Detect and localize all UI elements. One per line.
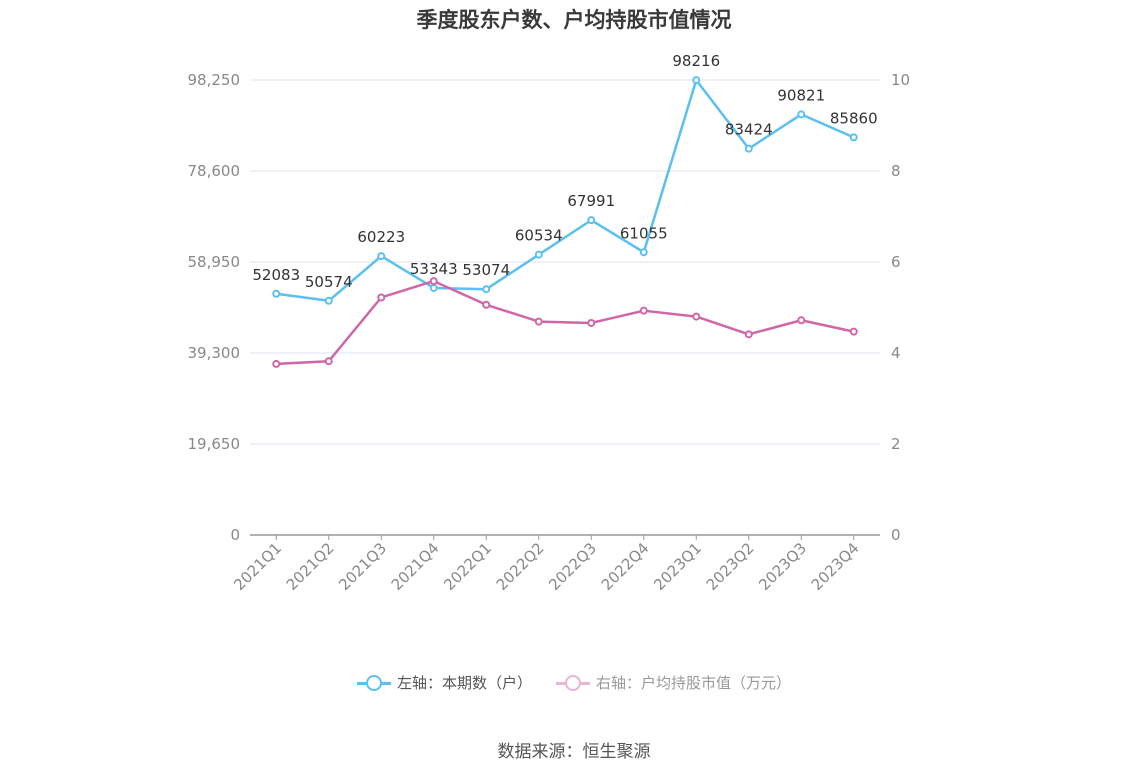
avg-value-point bbox=[429, 277, 438, 286]
legend-label-avg-value: 右轴：户均持股市值（万元） bbox=[596, 674, 792, 692]
legend-marker-households bbox=[356, 674, 391, 691]
avg-value-point bbox=[534, 317, 543, 326]
households-point bbox=[534, 250, 543, 259]
right-axis-tick-label: 4 bbox=[891, 344, 901, 362]
avg-value-point bbox=[324, 357, 333, 366]
avg-value-point bbox=[849, 327, 858, 336]
households-data-label: 90821 bbox=[777, 86, 825, 104]
avg-value-line bbox=[276, 279, 855, 366]
households-point bbox=[639, 248, 648, 257]
x-axis-tick-label: 2021Q2 bbox=[283, 539, 338, 594]
avg-value-point bbox=[744, 330, 753, 339]
avg-value-point bbox=[692, 312, 701, 321]
x-axis-tick-label: 2023Q2 bbox=[703, 539, 758, 594]
households-data-label: 98216 bbox=[672, 52, 720, 70]
legend: 左轴：本期数（户） 右轴：户均持股市值（万元） bbox=[0, 672, 1148, 693]
x-axis-tick-label: 2022Q1 bbox=[440, 539, 495, 594]
households-point bbox=[482, 285, 491, 294]
avg-value-point bbox=[272, 359, 281, 368]
legend-label-households: 左轴：本期数（户） bbox=[396, 674, 532, 692]
x-axis-tick-label: 2023Q1 bbox=[650, 539, 705, 594]
source-note: 数据来源：恒生聚源 bbox=[497, 742, 651, 762]
avg-value-point bbox=[797, 316, 806, 325]
x-axis-tick-label: 2021Q1 bbox=[230, 539, 285, 594]
left-axis-tick-label: 19,650 bbox=[188, 435, 241, 453]
households-data-label: 60534 bbox=[515, 227, 563, 245]
left-axis-tick-label: 0 bbox=[230, 526, 240, 544]
households-data-label: 53074 bbox=[462, 261, 510, 279]
right-axis-tick-label: 0 bbox=[891, 526, 901, 544]
left-axis-tick-label: 78,600 bbox=[188, 162, 241, 180]
right-axis-tick-label: 10 bbox=[891, 71, 910, 89]
avg-value-point bbox=[377, 293, 386, 302]
x-axis-tick-label: 2022Q4 bbox=[598, 539, 653, 594]
households-point bbox=[797, 110, 806, 119]
x-axis-tick-label: 2023Q3 bbox=[755, 539, 810, 594]
x-axis-tick-label: 2022Q2 bbox=[493, 539, 548, 594]
households-data-label: 50574 bbox=[305, 273, 353, 291]
avg-value-point bbox=[587, 318, 596, 327]
legend-item-households[interactable]: 左轴：本期数（户） bbox=[356, 672, 532, 693]
households-point bbox=[377, 252, 386, 261]
households-data-label: 52083 bbox=[252, 266, 300, 284]
households-data-label: 61055 bbox=[620, 224, 668, 242]
avg-value-point bbox=[639, 306, 648, 315]
households-data-label: 67991 bbox=[567, 192, 615, 210]
avg-value-point bbox=[482, 300, 491, 309]
households-data-label: 83424 bbox=[725, 121, 773, 139]
left-axis-tick-label: 98,250 bbox=[188, 71, 241, 89]
households-point bbox=[587, 216, 596, 225]
right-axis-tick-label: 8 bbox=[891, 162, 901, 180]
x-axis-tick-label: 2023Q4 bbox=[808, 539, 863, 594]
households-point bbox=[429, 283, 438, 292]
households-point bbox=[324, 296, 333, 305]
x-axis-tick-label: 2021Q4 bbox=[388, 539, 443, 594]
households-point bbox=[849, 133, 858, 142]
households-line bbox=[276, 78, 855, 303]
households-point bbox=[692, 76, 701, 85]
left-axis-tick-label: 39,300 bbox=[188, 344, 241, 362]
households-point bbox=[272, 289, 281, 298]
legend-marker-avg-value bbox=[556, 674, 590, 691]
legend-item-avg-value[interactable]: 右轴：户均持股市值（万元） bbox=[556, 672, 791, 693]
chart-title: 季度股东户数、户均持股市值情况 bbox=[416, 8, 732, 32]
households-data-label: 60223 bbox=[357, 228, 405, 246]
right-axis-tick-label: 6 bbox=[891, 253, 901, 271]
left-axis-tick-label: 58,950 bbox=[188, 253, 241, 271]
households-data-label: 53343 bbox=[410, 260, 458, 278]
right-axis-tick-label: 2 bbox=[891, 435, 901, 453]
households-data-label: 85860 bbox=[830, 109, 878, 127]
households-point bbox=[744, 144, 753, 153]
x-axis-tick-label: 2022Q3 bbox=[545, 539, 600, 594]
x-axis-tick-label: 2021Q3 bbox=[335, 539, 390, 594]
